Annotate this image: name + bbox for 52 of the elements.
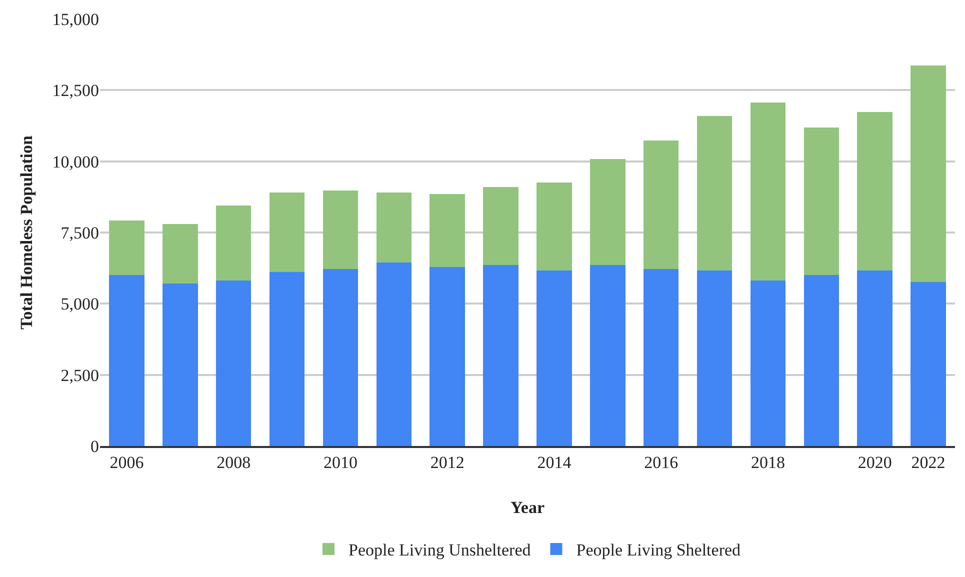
bar — [162, 284, 198, 446]
x-axis-title: Year — [510, 498, 545, 518]
bar — [804, 127, 840, 276]
x-tick-label: 2016 — [644, 453, 678, 472]
bar — [643, 140, 679, 269]
bar — [216, 205, 252, 281]
x-tick-label: 2008 — [216, 453, 251, 472]
bar — [910, 282, 946, 446]
bar — [910, 65, 946, 282]
bar — [804, 275, 840, 446]
y-axis-title: Total Homeless Population — [16, 134, 36, 330]
y-tick-label: 7,500 — [60, 223, 99, 242]
y-tick-label: 2,500 — [60, 366, 99, 385]
x-tick-label: 2020 — [858, 453, 892, 472]
y-tick-label: 10,000 — [52, 152, 99, 172]
bar — [430, 266, 465, 446]
bar — [162, 224, 198, 284]
bar — [536, 182, 572, 270]
bar — [696, 116, 732, 270]
bar — [483, 265, 518, 446]
bar — [376, 192, 412, 262]
bar — [857, 270, 892, 446]
bar — [269, 192, 305, 272]
x-tick-label: 2012 — [430, 453, 464, 472]
bar — [430, 194, 465, 267]
bar — [269, 272, 305, 446]
bar — [536, 270, 572, 446]
x-tick-label: 2010 — [323, 453, 358, 472]
bar — [322, 268, 358, 446]
bar — [483, 187, 518, 266]
y-tick-label: 0 — [90, 436, 99, 456]
bar — [857, 112, 892, 270]
y-tick-label: 5,000 — [60, 294, 99, 314]
bar — [750, 280, 786, 446]
x-tick-label: 2018 — [750, 453, 785, 472]
x-tick-label: 2014 — [537, 453, 572, 472]
bar — [109, 275, 144, 446]
bar — [376, 262, 412, 446]
bar — [109, 220, 144, 276]
bar — [696, 270, 732, 446]
bar — [216, 280, 252, 446]
y-tick-label: 15,000 — [52, 10, 99, 29]
bar — [590, 158, 626, 266]
y-tick-label: 12,500 — [52, 81, 99, 100]
x-tick-label: 2006 — [110, 453, 144, 472]
x-tick-label: 2022 — [911, 453, 946, 472]
legend-label: People Living Unsheltered — [348, 540, 532, 560]
legend-label: People Living Sheltered — [576, 540, 742, 560]
bar — [750, 102, 786, 281]
bar — [590, 265, 626, 446]
bar — [322, 190, 358, 269]
bar — [643, 268, 679, 446]
